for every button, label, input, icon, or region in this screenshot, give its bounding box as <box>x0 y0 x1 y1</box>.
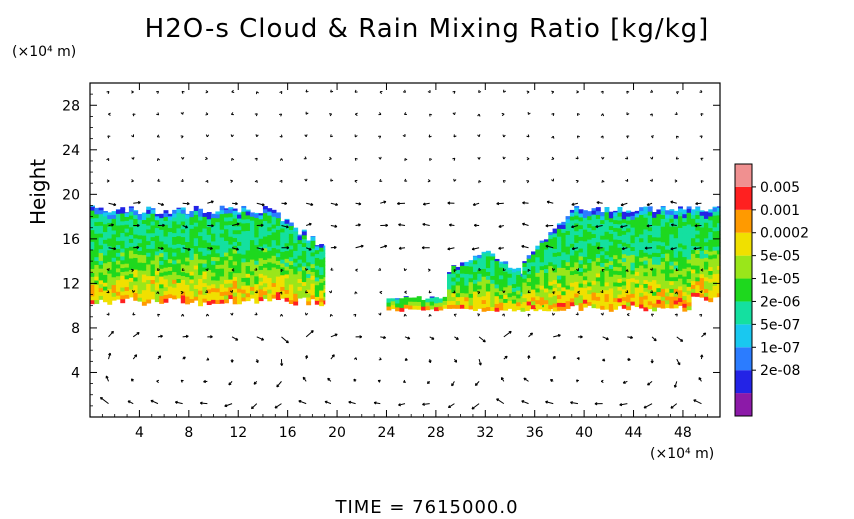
x-tick-label: 48 <box>674 425 692 441</box>
x-tick-label: 28 <box>427 425 445 441</box>
y-tick-label: 12 <box>62 276 80 292</box>
chart-title: H2O-s Cloud & Rain Mixing Ratio [kg/kg] <box>144 14 710 44</box>
colorbar-label: 2e-06 <box>760 294 800 310</box>
x-tick-label: 16 <box>279 425 297 441</box>
y-tick-label: 20 <box>62 187 80 203</box>
colorbar-swatch <box>735 232 752 256</box>
x-tick-label: 12 <box>229 425 247 441</box>
colorbar-swatch <box>735 370 752 394</box>
colorbar-swatch <box>735 186 752 210</box>
colorbar-label: 2e-08 <box>760 363 800 379</box>
colorbar-swatch <box>735 301 752 325</box>
colorbar-label: 0.005 <box>760 180 800 196</box>
colorbar-label: 5e-07 <box>760 317 800 333</box>
x-tick-label: 4 <box>135 425 144 441</box>
y-axis-unit: (×10⁴ m) <box>12 44 77 60</box>
colorbar-label: 0.0002 <box>760 226 809 242</box>
colorbar-swatch <box>735 393 752 416</box>
wind-vectors <box>99 89 707 410</box>
x-tick-label: 20 <box>328 425 346 441</box>
y-tick-label: 8 <box>71 321 80 337</box>
x-tick-label: 32 <box>476 425 494 441</box>
colorbar-label: 0.001 <box>760 203 800 219</box>
colorbar-frame <box>734 163 753 417</box>
colorbar-label: 5e-05 <box>760 249 800 265</box>
colorbar-swatch <box>735 347 752 371</box>
x-tick-label: 36 <box>526 425 544 441</box>
colorbar-swatch <box>735 164 752 187</box>
colorbar-swatch <box>735 278 752 302</box>
colorbar: 0.005 0.001 0.0002 5e-05 1e-05 2e-06 5e-07 1e-0… <box>734 163 809 417</box>
x-tick-label: 24 <box>378 425 396 441</box>
y-tick-label: 16 <box>62 232 80 248</box>
y-tick-label: 28 <box>62 98 80 114</box>
y-tick-label: 4 <box>71 365 80 381</box>
colorbar-swatch <box>735 324 752 348</box>
x-tick-label: 8 <box>184 425 193 441</box>
time-label: TIME = 7615000.0 <box>335 497 519 518</box>
colorbar-label: 1e-05 <box>760 272 800 288</box>
x-tick-label: 44 <box>625 425 643 441</box>
colorbar-swatch <box>735 255 752 279</box>
colorbar-swatch <box>735 209 752 233</box>
colorbar-label: 1e-07 <box>760 340 800 356</box>
x-axis-unit: (×10⁴ m) <box>650 446 715 462</box>
y-tick-label: 24 <box>62 143 80 159</box>
x-tick-label: 40 <box>575 425 593 441</box>
cloud-field <box>90 205 721 312</box>
